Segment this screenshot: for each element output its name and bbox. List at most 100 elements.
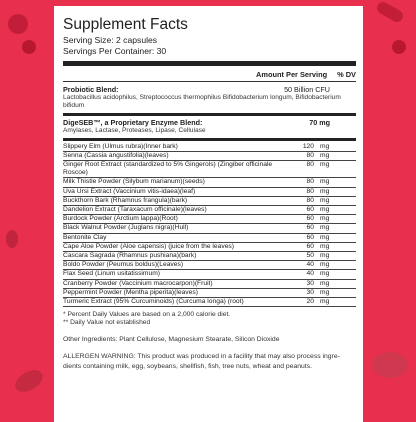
ingredient-row: Buckthorn Bark (Rhamnus frangula)(bark) 8… bbox=[63, 196, 356, 207]
ingredient-name: Cape Aloe Powder (Aloe capensis) (juice … bbox=[63, 242, 234, 250]
ingredient-amount: 60 mg bbox=[292, 206, 334, 214]
ingredient-quantity: 60 bbox=[306, 206, 314, 214]
ingredient-unit: mg bbox=[320, 215, 330, 223]
ingredient-amount: 60 mg bbox=[292, 224, 334, 232]
ingredient-row: Black Walnut Powder (Juglans nigra)(Hull… bbox=[63, 224, 356, 234]
ingredient-quantity: 50 bbox=[306, 252, 314, 260]
amount-header: Amount Per Serving bbox=[256, 70, 328, 79]
ingredient-amount: 50 mg bbox=[292, 252, 334, 260]
ingredient-name: Burdock Powder (Arctium lappa)(Root) bbox=[63, 215, 178, 223]
ingredient-quantity: 40 bbox=[306, 270, 314, 278]
ingredient-name: Senna (Cassia angustifolia)(leaves) bbox=[63, 151, 169, 159]
ingredient-amount: 80 mg bbox=[292, 178, 334, 186]
ingredient-name: Buckthorn Bark (Rhamnus frangula)(bark) bbox=[63, 196, 188, 204]
seed-decoration bbox=[6, 230, 18, 248]
ingredient-unit: mg bbox=[320, 187, 330, 195]
probiotic-blend: Probiotic Blend: 50 Billion CFU bbox=[63, 85, 356, 94]
ingredient-amount: 80 mg bbox=[292, 197, 334, 205]
ingredient-unit: mg bbox=[320, 206, 330, 214]
ingredient-amount: 60 mg bbox=[292, 243, 334, 251]
ingredient-amount: 30 mg bbox=[292, 289, 334, 297]
ingredient-name: Slippery Elm (Ulmus rubra)(Inner bark) bbox=[63, 142, 178, 150]
ingredient-quantity: 60 bbox=[306, 224, 314, 232]
ingredient-unit: mg bbox=[320, 224, 330, 232]
leaf-decoration bbox=[11, 365, 47, 397]
enzyme-name: DigeSEB™, a Proprietary Enzyme Blend: bbox=[63, 117, 203, 127]
ingredient-quantity: 60 bbox=[306, 242, 314, 250]
ingredient-amount: 20 mg bbox=[292, 298, 334, 306]
ingredient-quantity: 40 bbox=[306, 261, 314, 269]
ingredient-amount: 40 mg bbox=[292, 261, 334, 269]
pepper-decoration bbox=[392, 40, 406, 54]
ingredient-quantity: 80 bbox=[306, 151, 314, 159]
berry-decoration bbox=[22, 40, 36, 54]
enzyme-amount: 70 mg bbox=[309, 117, 330, 127]
ingredient-row: Senna (Cassia angustifolia)(leaves) 80 mg bbox=[63, 151, 356, 162]
ingredient-name: Black Walnut Powder (Juglans nigra)(Hull… bbox=[63, 224, 189, 232]
servings-per-container: Servings Per Container: 30 bbox=[63, 46, 167, 56]
ingredient-quantity: 20 bbox=[306, 298, 314, 306]
ingredient-unit: mg bbox=[320, 142, 330, 150]
ingredient-quantity: 60 bbox=[306, 215, 314, 223]
footnote-dv: * Percent Daily Values are based on a 2,… bbox=[63, 311, 231, 319]
ingredient-row: Burdock Powder (Arctium lappa)(Root) 60 mg bbox=[63, 215, 356, 225]
ingredient-amount: 80 mg bbox=[292, 161, 334, 177]
probiotic-desc: Lactobacillus acidophilus, Streptococcus… bbox=[63, 94, 341, 110]
divider bbox=[63, 81, 356, 82]
ingredient-unit: mg bbox=[320, 298, 330, 306]
ingredient-unit: mg bbox=[320, 252, 330, 260]
ingredient-name: Cranberry Powder (Vaccinium macrocarpon)… bbox=[63, 279, 213, 287]
ingredient-row: Slippery Elm (Ulmus rubra)(Inner bark) 12… bbox=[63, 143, 356, 152]
enzyme-desc: Amylases, Lactase, Proteases, Lipase, Ce… bbox=[63, 126, 206, 134]
label-title: Supplement Facts bbox=[63, 16, 188, 33]
ingredient-amount: 30 mg bbox=[292, 280, 334, 288]
ingredient-row: Dandelion Extract (Taraxacum officinale)… bbox=[63, 206, 356, 216]
divider bbox=[63, 113, 356, 116]
enzyme-blend: DigeSEB™, a Proprietary Enzyme Blend: 70… bbox=[63, 118, 356, 127]
probiotic-name: Probiotic Blend: bbox=[63, 85, 119, 94]
ingredient-row: Flax Seed (Linum usitatissimum) 40 mg bbox=[63, 270, 356, 280]
ingredient-name: Turmeric Extract (95% Curcuminoids) (Cur… bbox=[63, 298, 244, 306]
ingredient-quantity: 120 bbox=[302, 142, 314, 150]
probiotic-amount: 50 Billion CFU bbox=[284, 85, 330, 94]
ingredient-name: Milk Thistle Powder (Silybum marianum)(s… bbox=[63, 178, 205, 186]
ingredient-amount: 40 mg bbox=[292, 270, 334, 278]
thick-divider bbox=[63, 61, 356, 66]
ingredient-amount: 60 mg bbox=[292, 215, 334, 223]
ingredient-quantity: 80 bbox=[306, 161, 314, 169]
ingredient-name: Uva Ursi Extract (Vaccinium vitis-idaea)… bbox=[63, 187, 196, 195]
ingredient-unit: mg bbox=[320, 233, 330, 241]
ingredient-quantity: 80 bbox=[306, 196, 314, 204]
allergen-warning: ALLERGEN WARNING: This product was produ… bbox=[63, 353, 340, 370]
ingredient-unit: mg bbox=[320, 242, 330, 250]
ingredient-name: Bentonite Clay bbox=[63, 233, 107, 241]
ingredient-amount: 80 mg bbox=[292, 152, 334, 160]
ingredient-unit: mg bbox=[320, 288, 330, 296]
ingredient-unit: mg bbox=[320, 196, 330, 204]
ingredient-row: Cascara Sagrada (Rhamnus pushiana)(bark)… bbox=[63, 252, 356, 262]
ingredient-row: Peppermint Powder (Mentha piperita)(leav… bbox=[63, 289, 356, 299]
ingredient-unit: mg bbox=[320, 279, 330, 287]
ingredient-row: Turmeric Extract (95% Curcuminoids) (Cur… bbox=[63, 298, 356, 308]
ingredient-name: Ginger Root Extract (standardized to 5% … bbox=[63, 161, 273, 177]
ingredient-amount: 60 mg bbox=[292, 234, 334, 242]
supplement-facts-label: Supplement Facts Serving Size: 2 capsule… bbox=[54, 6, 363, 422]
ingredient-row: Cranberry Powder (Vaccinium macrocarpon)… bbox=[63, 280, 356, 289]
ingredient-row: Boldo Powder (Peumus boldus)(Leaves) 40 mg bbox=[63, 261, 356, 271]
ingredient-name: Cascara Sagrada (Rhamnus pushiana)(bark) bbox=[63, 252, 197, 260]
ingredient-row: Ginger Root Extract (standardized to 5% … bbox=[63, 161, 356, 179]
ingredient-quantity: 60 bbox=[306, 233, 314, 241]
ingredient-row: Bentonite Clay 60 mg bbox=[63, 234, 356, 243]
ingredient-name: Boldo Powder (Peumus boldus)(Leaves) bbox=[63, 261, 184, 269]
ingredient-row: Uva Ursi Extract (Vaccinium vitis-idaea)… bbox=[63, 188, 356, 197]
ingredient-row: Cape Aloe Powder (Aloe capensis) (juice … bbox=[63, 242, 356, 253]
column-header: Amount Per Serving % DV bbox=[63, 69, 356, 81]
ingredient-unit: mg bbox=[320, 261, 330, 269]
ingredient-list: Slippery Elm (Ulmus rubra)(Inner bark) 12… bbox=[63, 143, 356, 308]
ingredient-quantity: 80 bbox=[306, 187, 314, 195]
ingredient-row: Milk Thistle Powder (Silybum marianum)(s… bbox=[63, 178, 356, 188]
ingredient-name: Flax Seed (Linum usitatissimum) bbox=[63, 270, 160, 278]
ingredient-unit: mg bbox=[320, 178, 330, 186]
ingredient-quantity: 30 bbox=[306, 279, 314, 287]
other-ingredients: Other Ingredients: Plant Cellulose, Magn… bbox=[63, 336, 280, 344]
